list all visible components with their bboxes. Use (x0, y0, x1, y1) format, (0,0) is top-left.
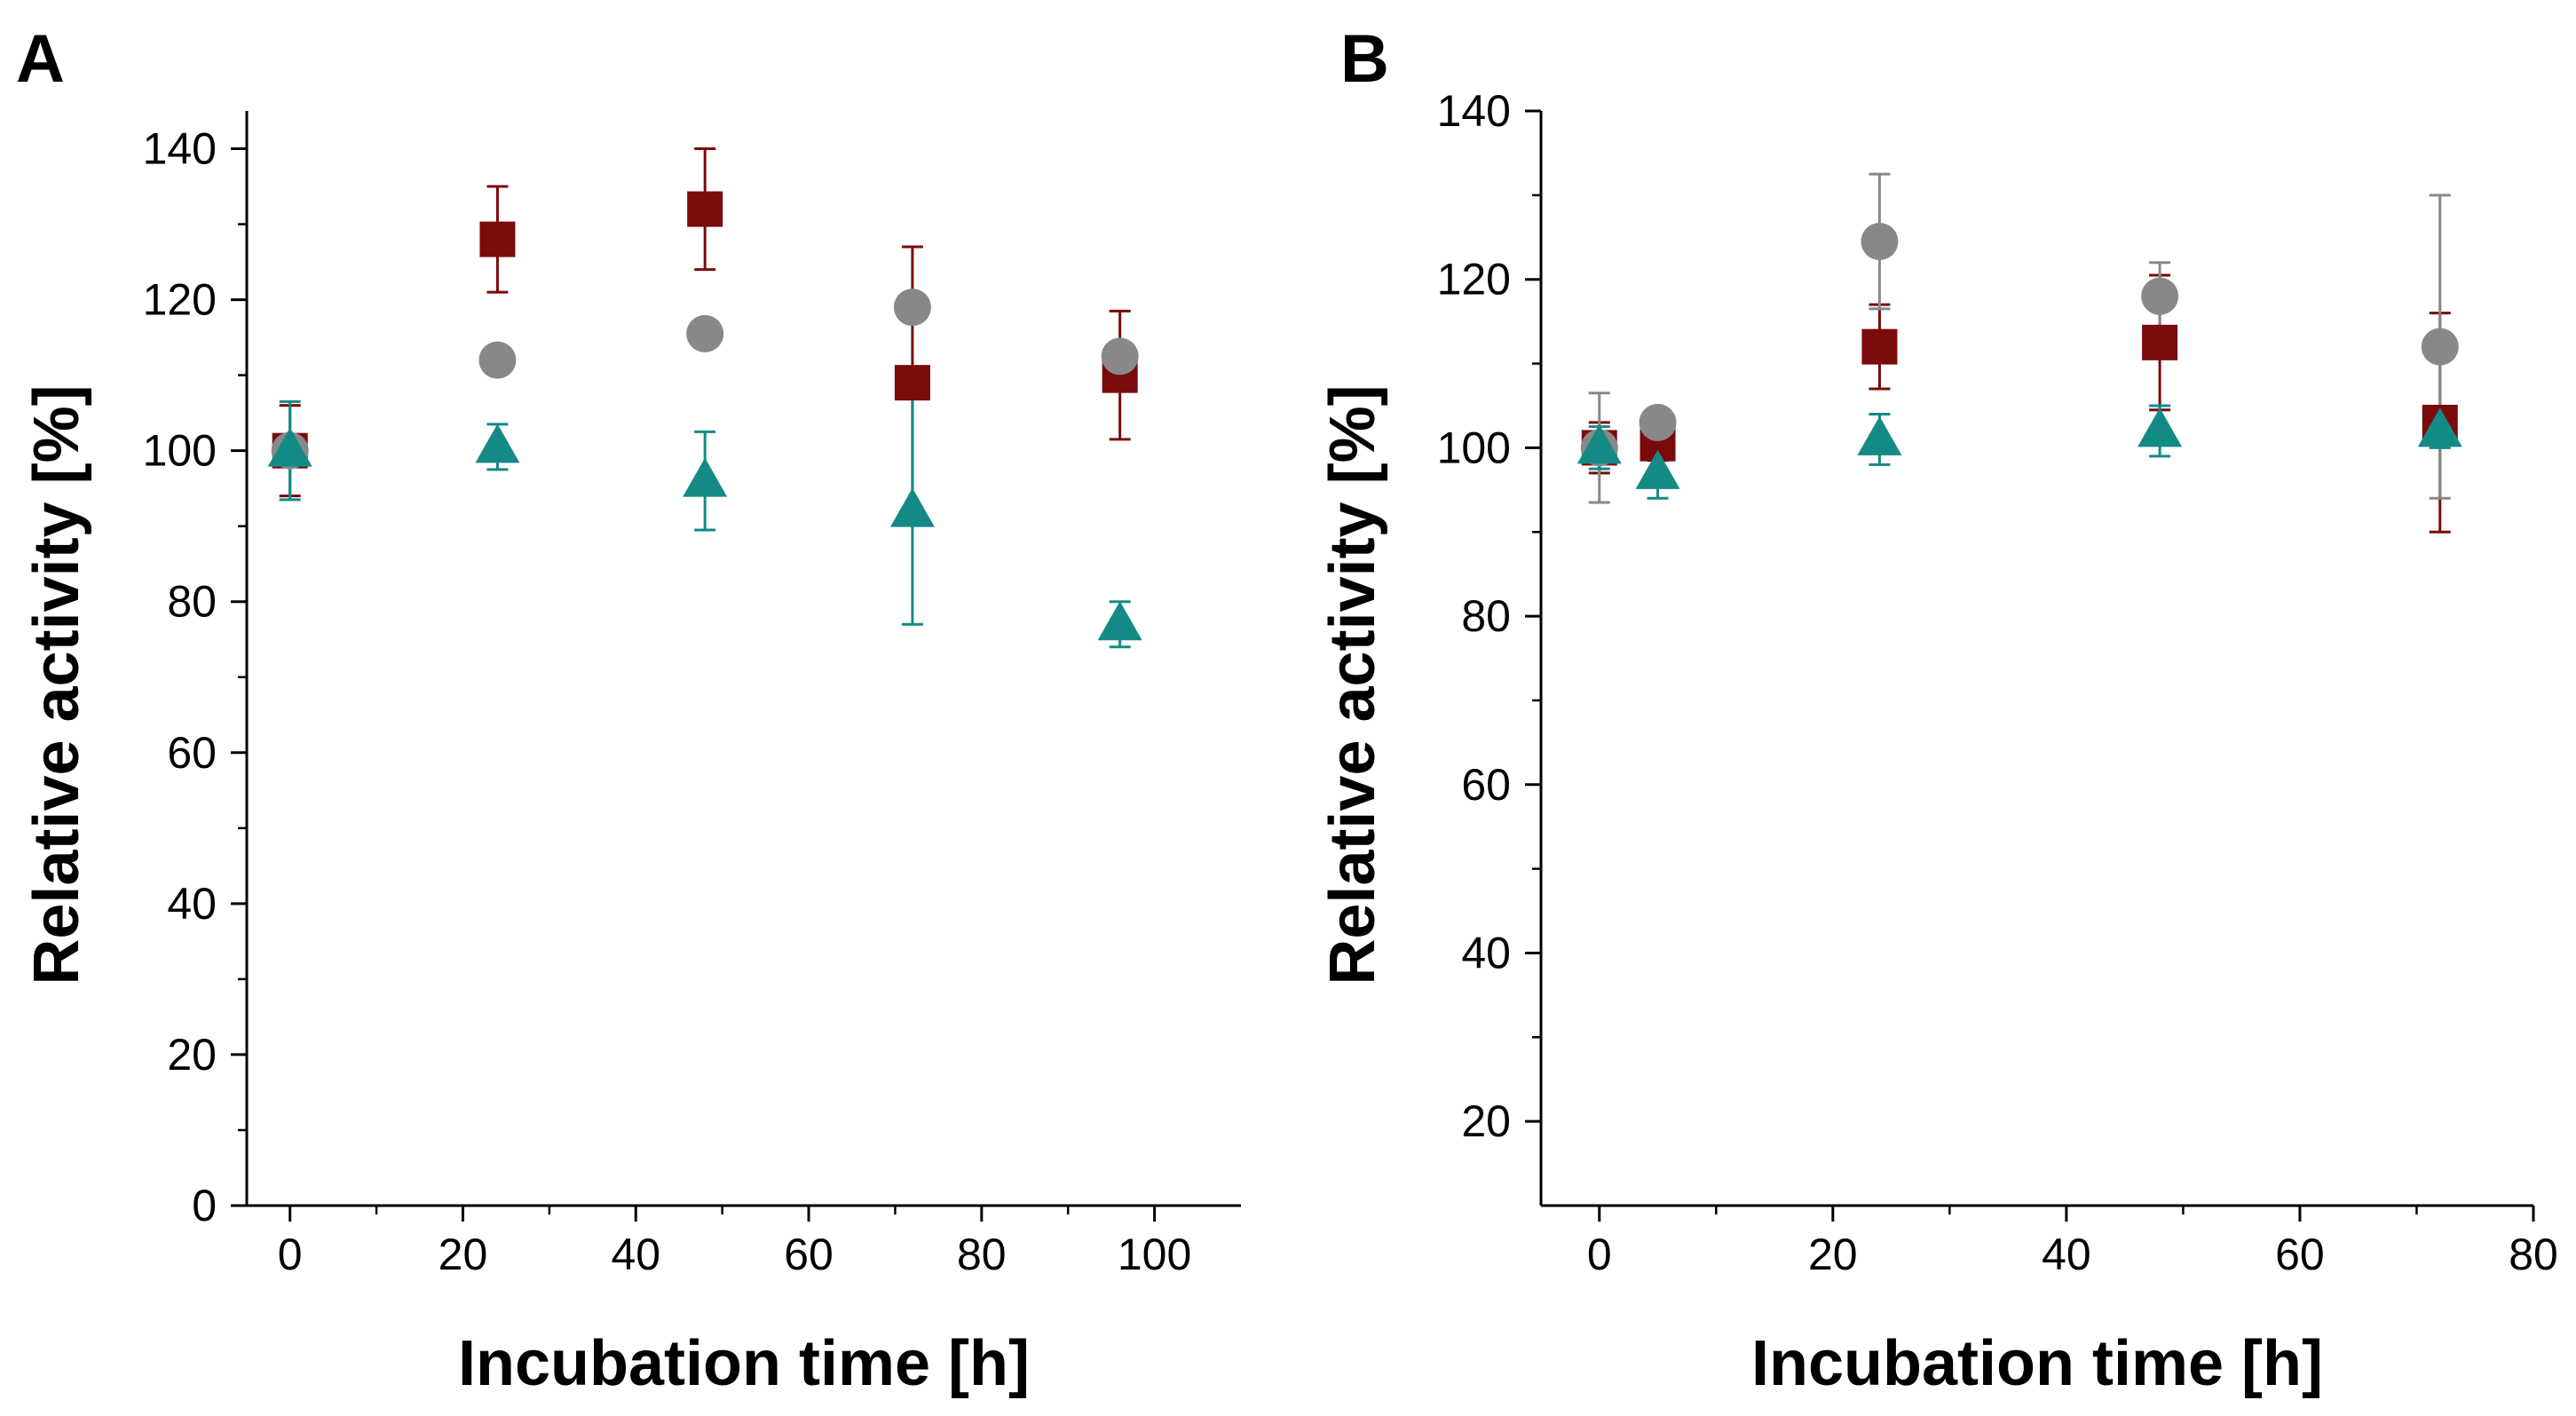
data-point-circle (1101, 337, 1139, 376)
y-tick-label: 0 (192, 1181, 217, 1230)
x-tick-label: 100 (1118, 1230, 1191, 1279)
data-point-triangle (889, 487, 935, 527)
data-point-triangle (1576, 424, 1622, 464)
y-tick-label: 20 (1461, 1096, 1511, 1146)
y-tick-label: 80 (1461, 591, 1511, 641)
panel-label: A (16, 21, 65, 97)
chart-panel-a: A 0 20 40 60 80 100 0 20 40 60 80 100 120 140 Incubatio… (16, 21, 1241, 1399)
panel-label: B (1340, 21, 1389, 97)
x-tick-label: 60 (2275, 1230, 2325, 1279)
y-axis-title: Relative activity [%] (1317, 384, 1388, 985)
x-tick-label: 80 (957, 1230, 1007, 1279)
x-tick-label: 0 (278, 1230, 303, 1279)
series-triangle-error-bars (1588, 404, 2451, 500)
data-point-circle (686, 314, 724, 352)
y-tick-label: 140 (1437, 86, 1511, 136)
y-tick-label: 60 (167, 728, 217, 778)
y-tick-label: 40 (167, 879, 217, 929)
data-point-circle (1639, 403, 1677, 441)
y-axis-title: Relative activity [%] (21, 384, 92, 985)
series-circle (1580, 223, 2459, 467)
chart-panel-b: B 0 20 40 60 80 20 40 60 80 100 120 140 Incubation ti… (1317, 21, 2558, 1399)
series-square (1581, 324, 2458, 466)
data-point-triangle (475, 423, 520, 463)
x-tick-label: 40 (611, 1230, 660, 1279)
data-point-triangle (267, 427, 312, 467)
data-point-triangle (1635, 449, 1680, 489)
data-point-square (1861, 328, 1898, 365)
data-point-triangle (683, 457, 728, 497)
x-tick-label: 0 (1587, 1230, 1612, 1279)
data-point-square (894, 365, 930, 401)
series-triangle-error-bars (279, 396, 1131, 649)
y-tick-label: 40 (1461, 928, 1511, 977)
data-point-square (2142, 324, 2178, 360)
x-tick-label: 60 (784, 1230, 834, 1279)
data-point-circle (2141, 277, 2179, 315)
data-point-circle (2421, 328, 2459, 366)
y-tick-label: 100 (1437, 423, 1511, 472)
y-tick-label: 60 (1461, 760, 1511, 810)
data-point-triangle (1857, 415, 1902, 455)
y-tick-label: 80 (167, 577, 217, 627)
x-tick-label: 80 (2509, 1230, 2558, 1279)
y-tick-label: 120 (143, 275, 217, 325)
data-point-triangle (2137, 407, 2183, 447)
data-point-circle (1861, 223, 1899, 261)
y-tick-label: 120 (1437, 255, 1511, 305)
x-tick-label: 20 (1808, 1230, 1858, 1279)
data-point-triangle (1097, 601, 1142, 641)
y-tick-label: 100 (143, 426, 217, 476)
series-triangle (267, 423, 1142, 641)
y-tick-label: 20 (167, 1030, 217, 1080)
series-square-error-bars (1588, 273, 2451, 534)
data-point-square (687, 191, 723, 227)
data-point-triangle (2417, 407, 2462, 447)
data-point-circle (478, 341, 517, 379)
data-point-square (479, 221, 516, 257)
data-point-circle (893, 289, 931, 327)
y-tick-label: 140 (143, 124, 217, 174)
x-tick-label: 40 (2042, 1230, 2091, 1279)
x-axis-title: Incubation time [h] (1751, 1328, 2323, 1399)
series-circle-error-bars (1588, 172, 2451, 504)
x-tick-label: 20 (439, 1230, 488, 1279)
series-triangle (1576, 407, 2462, 489)
x-axis-title: Incubation time [h] (458, 1328, 1030, 1399)
